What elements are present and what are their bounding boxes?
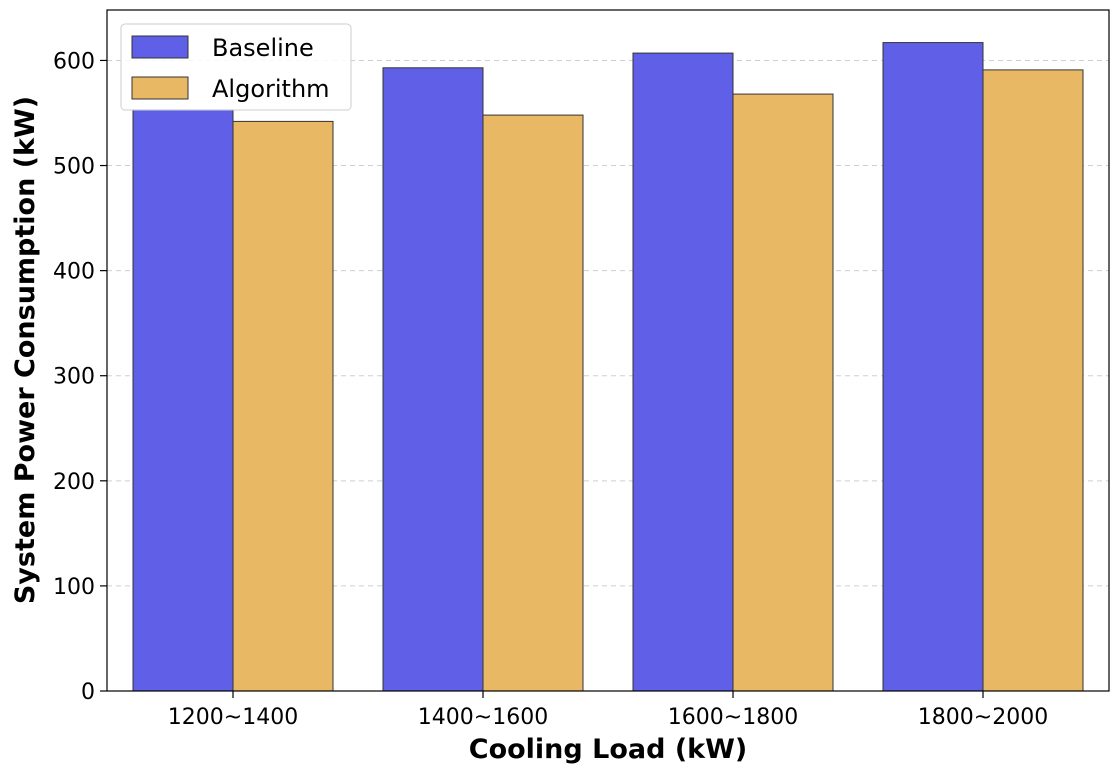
bar-baseline-2: [632, 52, 734, 692]
bar-baseline-0: [132, 109, 234, 692]
y-axis-title: System Power Consumption (kW): [10, 96, 41, 604]
bar-baseline-3: [882, 42, 984, 692]
y-tick-label: 400: [53, 260, 95, 285]
bar-algorithm-3: [982, 69, 1084, 692]
bars: [132, 42, 1084, 692]
x-tick-label: 1400~1600: [418, 705, 548, 730]
x-tick-label: 1600~1800: [668, 705, 798, 730]
legend-label-algorithm: Algorithm: [212, 75, 330, 103]
bar-algorithm-2: [732, 93, 834, 692]
y-tick-label: 600: [53, 49, 95, 74]
y-tick-label: 500: [53, 155, 95, 180]
x-axis-title: Cooling Load (kW): [469, 734, 748, 765]
y-tick-label: 0: [81, 680, 95, 705]
legend-swatch-baseline: [131, 35, 189, 59]
legend: Baseline Algorithm: [120, 23, 352, 111]
y-tick-label: 200: [53, 470, 95, 495]
bar-algorithm-1: [482, 114, 584, 692]
bar-algorithm-0: [232, 120, 334, 692]
bar-baseline-1: [382, 67, 484, 692]
plot-frame: [106, 9, 1110, 692]
x-tick-label: 1800~2000: [918, 705, 1048, 730]
y-tick-label: 300: [53, 365, 95, 390]
x-tick-label: 1200~1400: [168, 705, 298, 730]
legend-swatch-algorithm: [131, 76, 189, 100]
legend-label-baseline: Baseline: [212, 34, 314, 62]
y-tick-label: 100: [53, 575, 95, 600]
ticks: 0 100 200 300 400 500 600 1200~1400 1400~1600 160…: [53, 49, 1048, 730]
